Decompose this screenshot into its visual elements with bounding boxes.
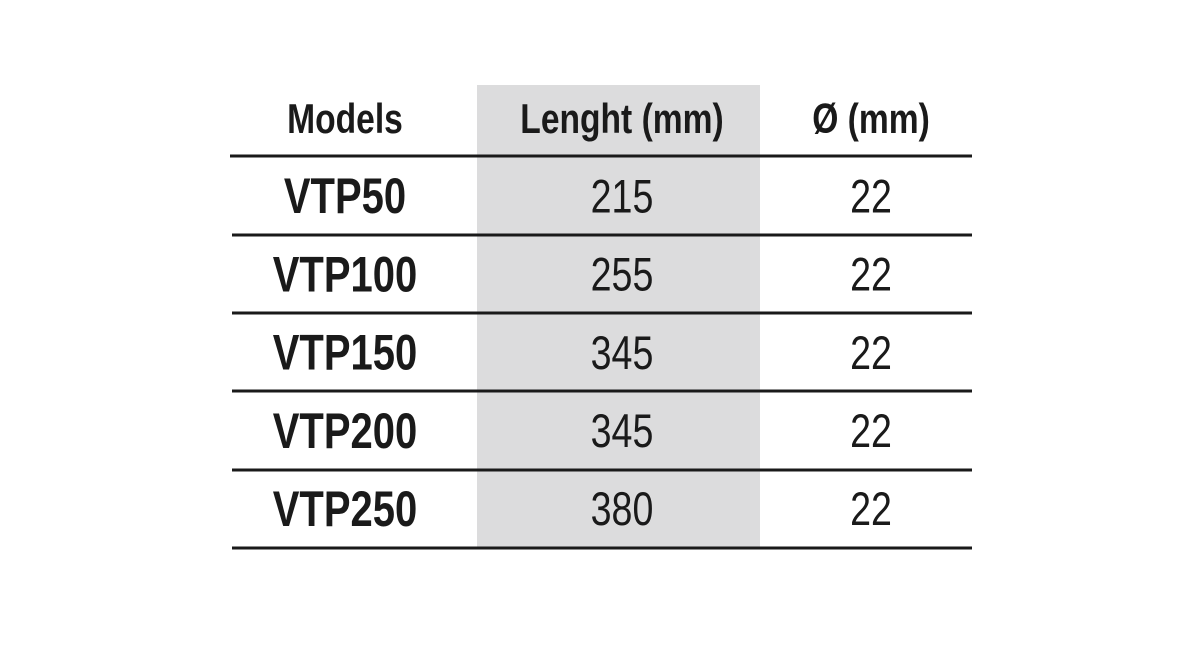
model-name: VTP200 bbox=[273, 403, 417, 459]
column-header: Models bbox=[287, 97, 403, 143]
cell-value: 22 bbox=[850, 405, 892, 458]
model-name: VTP100 bbox=[273, 246, 417, 302]
cell-value: 22 bbox=[850, 483, 892, 536]
cell-value: 22 bbox=[850, 249, 892, 302]
cell-value: 255 bbox=[591, 249, 654, 302]
highlight-column bbox=[477, 85, 760, 548]
column-header: Ø (mm) bbox=[812, 97, 930, 143]
model-name: VTP50 bbox=[284, 168, 406, 224]
cell-value: 22 bbox=[850, 327, 892, 380]
cell-value: 345 bbox=[591, 405, 654, 458]
model-name: VTP150 bbox=[273, 324, 417, 380]
cell-value: 345 bbox=[591, 327, 654, 380]
cell-value: 215 bbox=[591, 170, 654, 223]
cell-value: 380 bbox=[591, 483, 654, 536]
model-name: VTP250 bbox=[273, 481, 417, 537]
cells: Models Lenght (mm) Ø (mm) VTP50 215 22 VTP100 2… bbox=[273, 97, 930, 537]
cell-value: 22 bbox=[850, 170, 892, 223]
column-header: Lenght (mm) bbox=[520, 97, 723, 143]
